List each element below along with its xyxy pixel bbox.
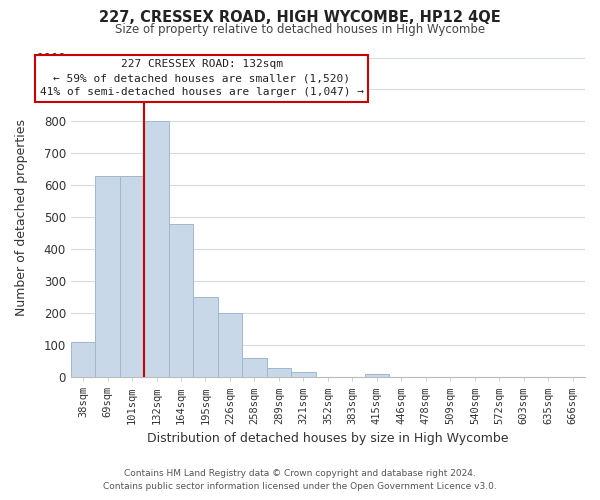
Bar xyxy=(242,358,266,377)
Bar xyxy=(365,374,389,377)
Bar xyxy=(193,297,218,377)
Bar xyxy=(144,122,169,377)
Bar xyxy=(291,372,316,377)
Bar xyxy=(218,313,242,377)
Bar xyxy=(120,176,144,377)
Bar xyxy=(169,224,193,377)
Bar xyxy=(266,368,291,377)
Bar xyxy=(95,176,120,377)
Text: Size of property relative to detached houses in High Wycombe: Size of property relative to detached ho… xyxy=(115,22,485,36)
Y-axis label: Number of detached properties: Number of detached properties xyxy=(15,119,28,316)
Text: Contains HM Land Registry data © Crown copyright and database right 2024.
Contai: Contains HM Land Registry data © Crown c… xyxy=(103,470,497,491)
Bar xyxy=(71,342,95,377)
X-axis label: Distribution of detached houses by size in High Wycombe: Distribution of detached houses by size … xyxy=(147,432,509,445)
Text: 227, CRESSEX ROAD, HIGH WYCOMBE, HP12 4QE: 227, CRESSEX ROAD, HIGH WYCOMBE, HP12 4Q… xyxy=(99,10,501,25)
Text: 227 CRESSEX ROAD: 132sqm
← 59% of detached houses are smaller (1,520)
41% of sem: 227 CRESSEX ROAD: 132sqm ← 59% of detach… xyxy=(40,59,364,97)
